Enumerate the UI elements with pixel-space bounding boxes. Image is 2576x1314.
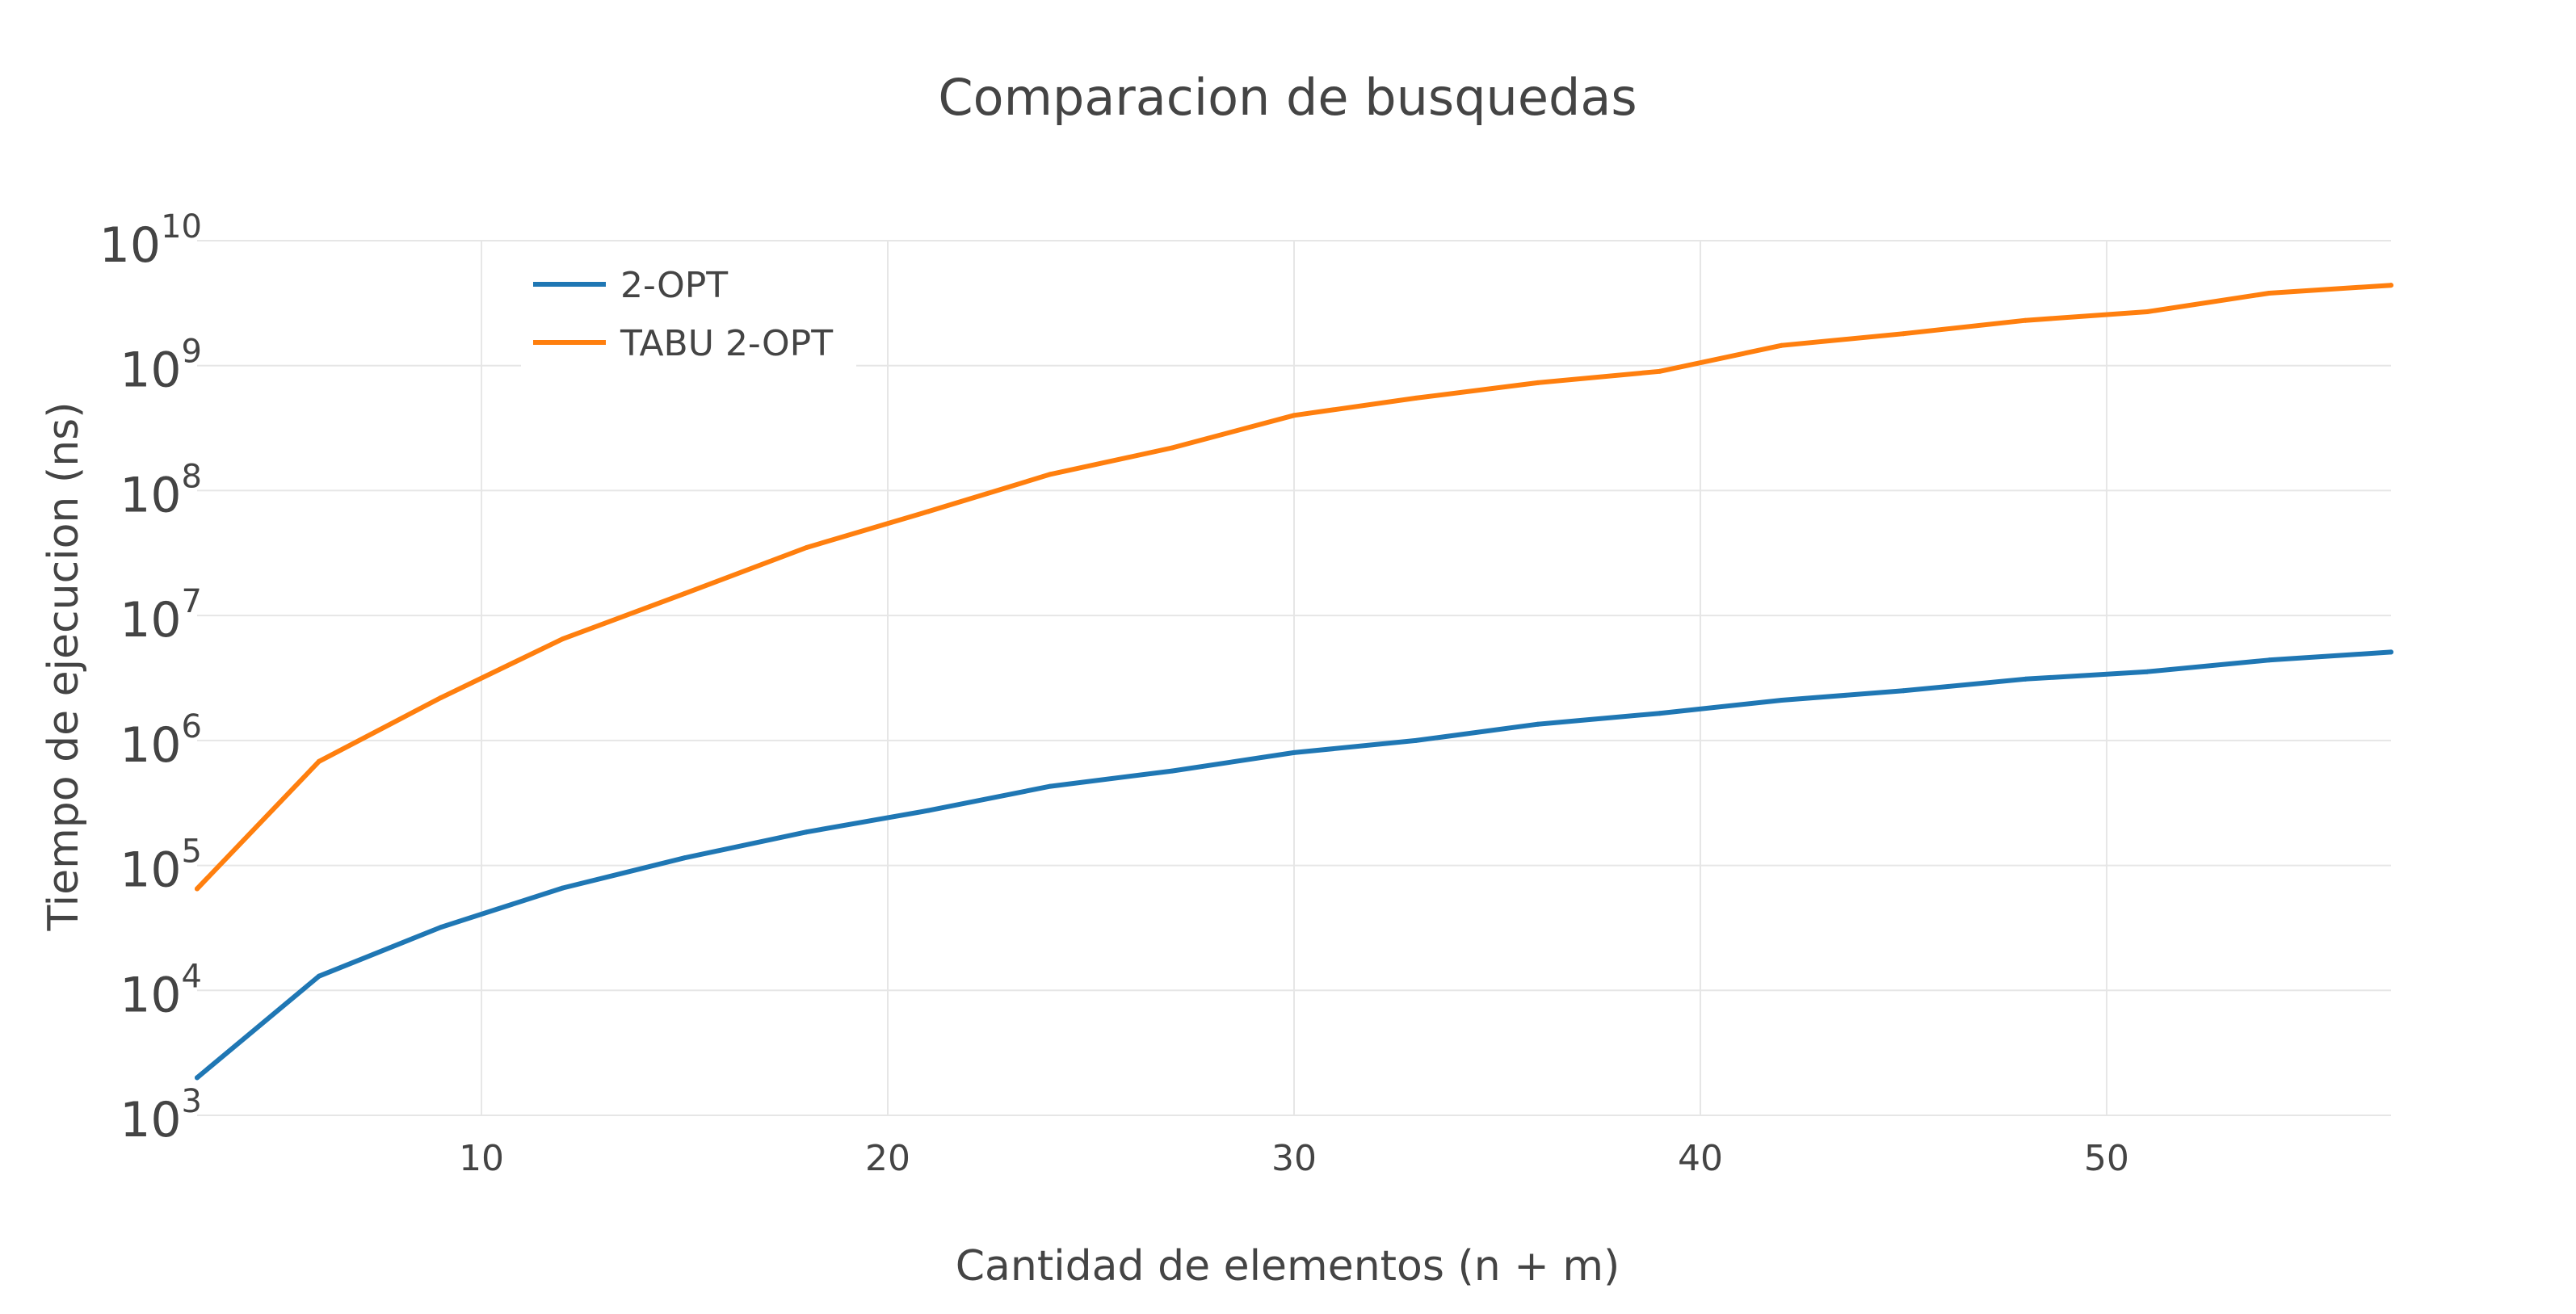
data-point-tabu-2-opt [560,636,565,642]
data-point-tabu-2-opt [1535,380,1540,385]
data-point-2-opt [1292,749,1296,755]
y-tick-exponent: 5 [182,833,202,871]
y-tick-label: 107 [120,583,202,649]
y-tick-exponent: 4 [182,958,202,995]
data-point-2-opt [438,925,443,930]
legend-background [521,247,856,375]
x-axis-ticks: 10 20 30 40 50 [459,1138,2129,1179]
data-point-2-opt [926,808,931,813]
y-tick-base: 10 [99,217,161,274]
data-point-2-opt [316,973,321,979]
y-tick-exponent: 3 [182,1083,202,1120]
y-tick-exponent: 9 [182,334,202,371]
data-point-tabu-2-opt [2023,317,2028,323]
y-tick-base: 10 [120,967,181,1023]
data-point-tabu-2-opt [438,695,443,700]
grid-layer [197,240,2391,1116]
y-tick-base: 10 [120,467,181,523]
data-point-2-opt [2145,669,2150,674]
x-tick-label: 10 [459,1138,504,1179]
y-tick-label: 106 [120,708,202,774]
data-point-2-opt [2389,649,2393,655]
legend-label-tabu-2-opt: TABU 2-OPT [620,323,833,364]
data-point-tabu-2-opt [1413,395,1418,401]
data-point-tabu-2-opt [2145,309,2150,314]
y-tick-base: 10 [120,592,181,649]
x-tick-label: 20 [865,1138,910,1179]
y-tick-label: 1010 [99,208,202,274]
data-point-tabu-2-opt [682,590,687,596]
data-point-tabu-2-opt [2267,291,2272,296]
data-point-2-opt [1657,711,1662,716]
data-point-2-opt [560,885,565,891]
data-point-2-opt [1413,737,1418,743]
y-tick-exponent: 10 [161,208,202,246]
data-point-2-opt [1048,783,1053,789]
data-point-2-opt [2023,676,2028,682]
y-axis-label: Tiempo de ejecucion (ns) [40,401,88,931]
data-point-2-opt [1779,698,1784,703]
y-tick-base: 10 [120,842,181,899]
data-point-tabu-2-opt [2389,283,2393,288]
y-tick-label: 104 [120,958,202,1023]
y-tick-base: 10 [120,1092,181,1148]
y-tick-base: 10 [120,717,181,774]
data-point-tabu-2-opt [195,886,200,892]
y-tick-exponent: 7 [182,583,202,620]
data-point-tabu-2-opt [316,758,321,764]
y-tick-label: 105 [120,833,202,899]
x-tick-label: 50 [2084,1138,2129,1179]
data-point-2-opt [804,829,809,835]
data-point-tabu-2-opt [804,544,809,550]
x-tick-label: 30 [1271,1138,1317,1179]
x-axis-label: Cantidad de elementos (n + m) [956,1242,1620,1291]
legend: 2-OPT TABU 2-OPT [521,247,856,375]
data-point-2-opt [2267,657,2272,663]
data-point-tabu-2-opt [1657,368,1662,374]
data-point-2-opt [1901,688,1906,694]
y-tick-exponent: 8 [182,458,202,495]
legend-label-2-opt: 2-OPT [620,265,728,306]
data-point-2-opt [682,855,687,861]
data-point-tabu-2-opt [1048,472,1053,477]
y-tick-base: 10 [120,342,181,399]
data-point-tabu-2-opt [1779,342,1784,348]
data-point-tabu-2-opt [1170,445,1175,451]
data-point-2-opt [195,1075,200,1081]
data-point-2-opt [1535,721,1540,727]
x-tick-label: 40 [1678,1138,1723,1179]
y-tick-label: 109 [120,334,202,399]
data-point-tabu-2-opt [1901,331,1906,337]
data-point-tabu-2-opt [1292,413,1296,418]
chart-title: Comparacion de busquedas [938,68,1637,127]
data-point-tabu-2-opt [926,509,931,514]
y-tick-label: 103 [120,1083,202,1148]
y-tick-exponent: 6 [182,708,202,745]
series-layer [195,283,2393,1081]
y-tick-label: 108 [120,458,202,523]
data-point-2-opt [1170,768,1175,774]
